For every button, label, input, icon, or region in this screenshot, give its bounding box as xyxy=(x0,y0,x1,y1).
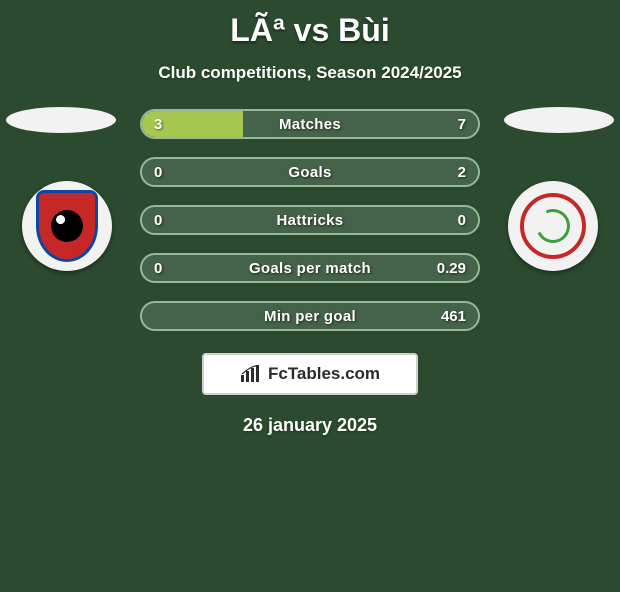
player-photo-left xyxy=(6,107,116,133)
stat-label: Goals per match xyxy=(142,255,478,281)
stat-label: Matches xyxy=(142,111,478,137)
brand-text: FcTables.com xyxy=(268,364,380,384)
stat-bar: 0 Hattricks 0 xyxy=(140,205,480,235)
stat-right-value: 7 xyxy=(458,111,466,137)
stat-bar: Min per goal 461 xyxy=(140,301,480,331)
brand-badge[interactable]: FcTables.com xyxy=(202,353,418,395)
stat-right-value: 0 xyxy=(458,207,466,233)
comparison-stage: 3 Matches 7 0 Goals 2 0 Hattricks 0 0 Go… xyxy=(0,109,620,331)
stat-label: Min per goal xyxy=(142,303,478,329)
club-badge-left xyxy=(22,181,112,271)
stat-label: Goals xyxy=(142,159,478,185)
stat-bar: 3 Matches 7 xyxy=(140,109,480,139)
stat-label: Hattricks xyxy=(142,207,478,233)
stat-bars: 3 Matches 7 0 Goals 2 0 Hattricks 0 0 Go… xyxy=(140,109,480,331)
stat-bar: 0 Goals 2 xyxy=(140,157,480,187)
stat-right-value: 461 xyxy=(441,303,466,329)
club-badge-right xyxy=(508,181,598,271)
shield-icon xyxy=(36,190,98,262)
subtitle: Club competitions, Season 2024/2025 xyxy=(0,63,620,83)
date-label: 26 january 2025 xyxy=(0,415,620,436)
page-title: LÃª vs Bùi xyxy=(0,12,620,49)
stat-bar: 0 Goals per match 0.29 xyxy=(140,253,480,283)
stat-right-value: 0.29 xyxy=(437,255,466,281)
barchart-icon xyxy=(240,365,262,383)
stat-right-value: 2 xyxy=(458,159,466,185)
club-ring-icon xyxy=(520,193,586,259)
player-photo-right xyxy=(504,107,614,133)
